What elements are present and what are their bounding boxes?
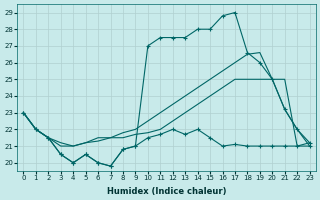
X-axis label: Humidex (Indice chaleur): Humidex (Indice chaleur) — [107, 187, 226, 196]
